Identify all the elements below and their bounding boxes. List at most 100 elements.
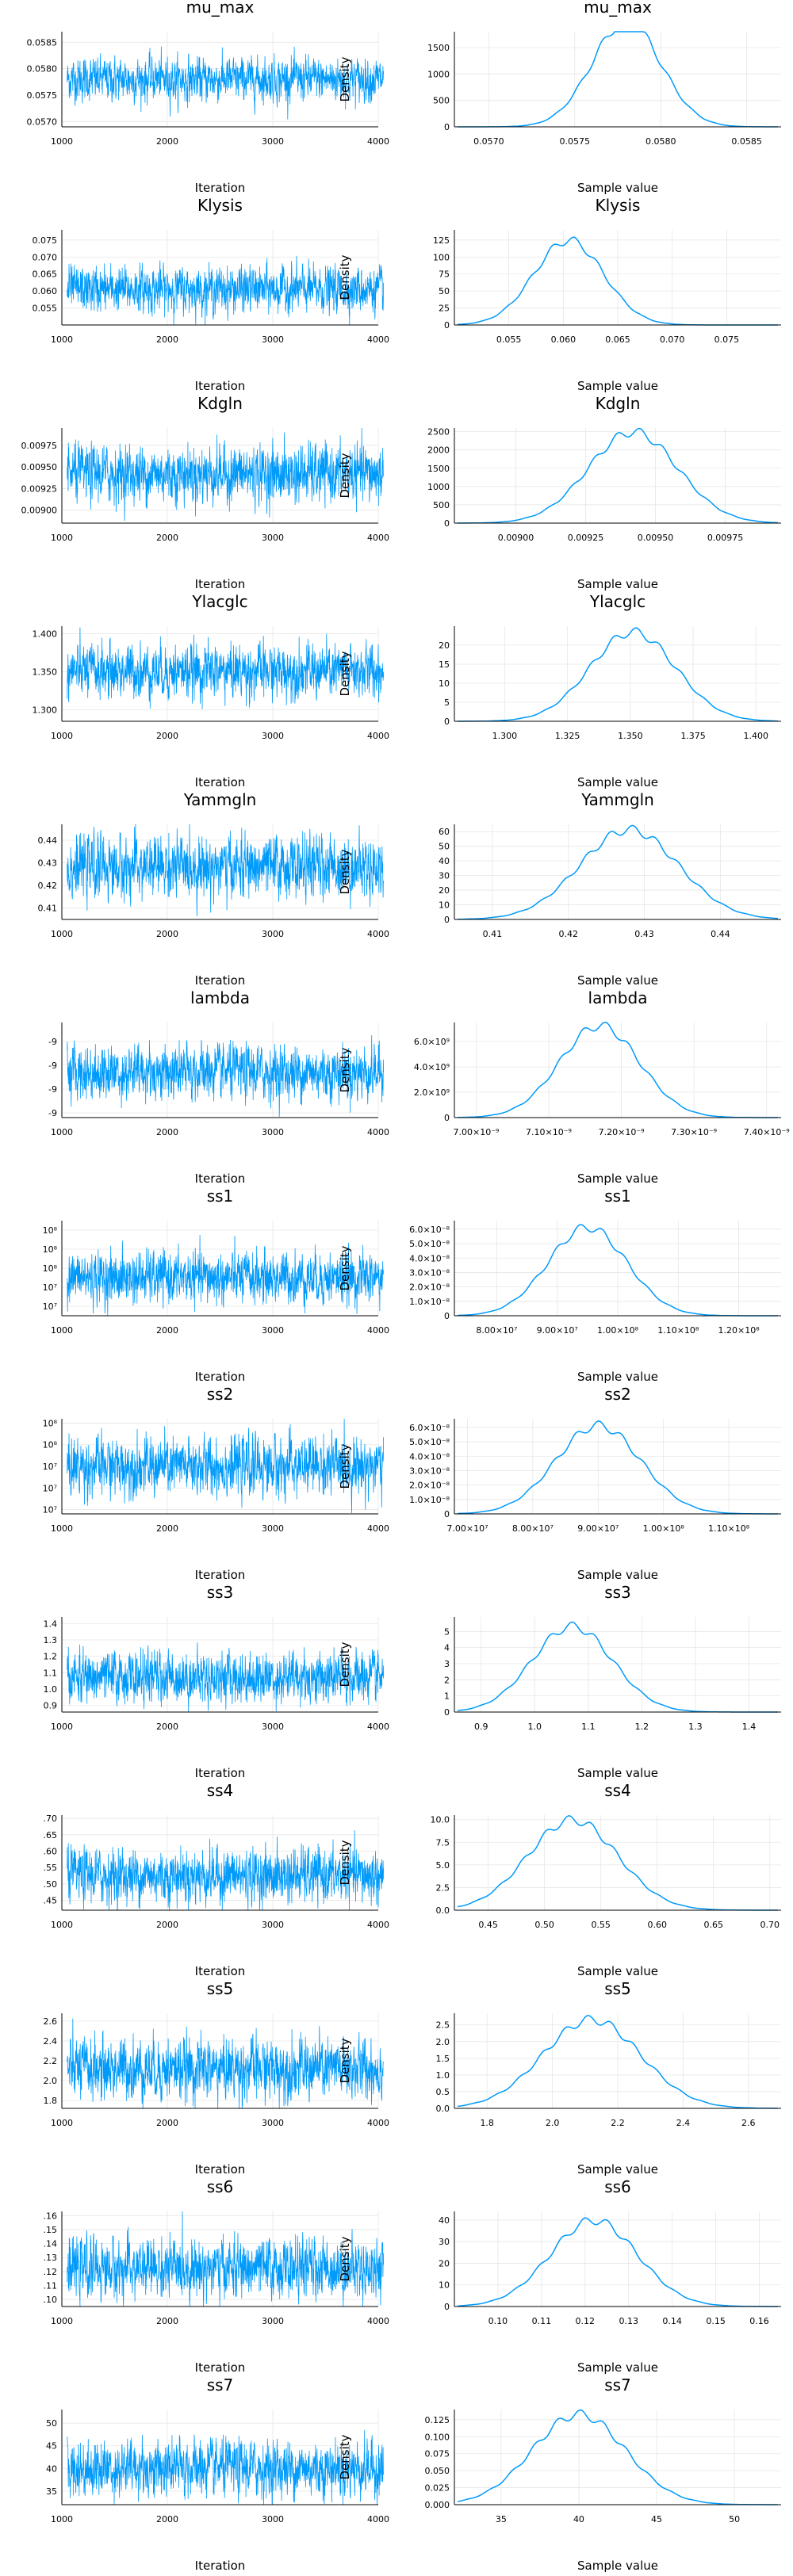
density-x-tick-label: 0.00950 bbox=[638, 533, 674, 543]
trace-x-tick-label: 2000 bbox=[156, 1523, 178, 1534]
trace-y-tick-label: 1.2 bbox=[44, 1652, 58, 1662]
density-y-axis-label: Density bbox=[338, 1642, 352, 1687]
trace-x-tick-label: 4000 bbox=[367, 2514, 389, 2524]
trace-x-tick-label: 1000 bbox=[51, 929, 73, 939]
trace-x-tick-label: 4000 bbox=[367, 136, 389, 147]
density-x-tick-label: 1.325 bbox=[555, 731, 580, 741]
density-x-tick-label: 7.40×10⁻⁹ bbox=[744, 1127, 790, 1137]
trace-y-tick-label: .13 bbox=[44, 2253, 58, 2263]
trace-x-tick-label: 4000 bbox=[367, 2316, 389, 2326]
trace-x-tick-label: 2000 bbox=[156, 1127, 178, 1137]
trace-panel: lambda 1000 2000 3000 4000 -9 -9 -9 -9 Iteration bbox=[48, 988, 389, 1186]
density-x-tick-label: 8.00×10⁷ bbox=[476, 1325, 517, 1336]
density-y-tick-label: 20 bbox=[439, 640, 450, 651]
density-x-tick-label: 1.300 bbox=[492, 731, 518, 741]
density-y-tick-label: 5 bbox=[444, 698, 450, 708]
density-y-tick-label: 0 bbox=[444, 122, 450, 132]
density-x-axis-label: Sample value bbox=[577, 379, 658, 393]
density-x-axis-label: Sample value bbox=[577, 2360, 658, 2375]
trace-x-tick-label: 2000 bbox=[156, 2316, 178, 2326]
trace-y-tick-label: 2.2 bbox=[44, 2056, 58, 2066]
trace-x-tick-label: 3000 bbox=[262, 1722, 284, 1732]
density-x-tick-label: 0.42 bbox=[558, 929, 578, 939]
density-x-tick-label: 1.10×10⁸ bbox=[708, 1523, 750, 1534]
trace-x-tick-label: 3000 bbox=[262, 929, 284, 939]
density-x-tick-label: 1.400 bbox=[744, 731, 769, 741]
trace-y-tick-label: 10⁷ bbox=[43, 1301, 57, 1312]
density-y-tick-label: 1500 bbox=[427, 464, 450, 474]
density-y-tick-label: 0.050 bbox=[425, 2466, 450, 2476]
param-row-mu_max: mu_max 1000 2000 3000 4000 0.0570 0.0575 0.0580… bbox=[27, 0, 781, 195]
density-x-tick-label: 7.30×10⁻⁹ bbox=[671, 1127, 717, 1137]
trace-y-tick-label: 0.42 bbox=[38, 881, 58, 891]
density-y-tick-label: 0.075 bbox=[425, 2449, 450, 2459]
trace-x-axis-label: Iteration bbox=[195, 2360, 246, 2375]
density-x-tick-label: 0.070 bbox=[660, 334, 685, 345]
trace-y-tick-label: 35 bbox=[46, 2486, 57, 2497]
trace-x-axis-label: Iteration bbox=[195, 2559, 246, 2573]
trace-x-tick-label: 2000 bbox=[156, 136, 178, 147]
trace-x-tick-label: 1000 bbox=[51, 731, 73, 741]
trace-x-tick-label: 3000 bbox=[262, 2514, 284, 2524]
density-y-tick-label: 0.0 bbox=[436, 1905, 450, 1916]
density-panel: ss4 0.45 0.50 0.55 0.60 0.65 0.70 0.0 2.5 5.0 7.5 1… bbox=[338, 1781, 781, 1978]
density-x-tick-label: 0.65 bbox=[704, 1920, 724, 1930]
trace-title: ss5 bbox=[207, 1979, 234, 1998]
density-x-axis-label: Sample value bbox=[577, 1568, 658, 1582]
density-x-tick-label: 0.060 bbox=[551, 334, 577, 345]
density-y-tick-label: 10 bbox=[439, 900, 450, 911]
trace-x-axis-label: Iteration bbox=[195, 2162, 246, 2177]
trace-y-tick-label: .15 bbox=[44, 2225, 58, 2235]
trace-title: ss1 bbox=[207, 1187, 234, 1206]
density-x-axis-label: Sample value bbox=[577, 577, 658, 591]
trace-x-tick-label: 4000 bbox=[367, 731, 389, 741]
density-y-tick-label: 0.5 bbox=[436, 2087, 450, 2097]
trace-x-tick-label: 2000 bbox=[156, 929, 178, 939]
trace-x-axis-label: Iteration bbox=[195, 1568, 246, 1582]
density-curve bbox=[458, 824, 778, 920]
density-y-tick-label: 0 bbox=[444, 1509, 450, 1519]
trace-title: ss3 bbox=[207, 1583, 234, 1602]
trace-x-tick-label: 4000 bbox=[367, 1127, 389, 1137]
density-title: ss2 bbox=[604, 1385, 631, 1404]
density-y-tick-label: 10 bbox=[439, 678, 450, 689]
density-y-tick-label: 10.0 bbox=[431, 1815, 450, 1825]
density-panel: ss1 8.00×10⁷ 9.00×10⁷ 1.00×10⁸ 1.10×10⁸ 1.20×… bbox=[338, 1187, 781, 1384]
density-y-tick-label: 0 bbox=[444, 1311, 450, 1321]
density-y-axis-label: Density bbox=[338, 651, 352, 696]
density-y-tick-label: 0 bbox=[444, 320, 450, 331]
density-x-tick-label: 0.60 bbox=[647, 1920, 667, 1930]
trace-y-tick-label: 1.350 bbox=[33, 667, 58, 678]
trace-series-line bbox=[67, 255, 384, 326]
density-curve bbox=[458, 427, 778, 524]
trace-y-tick-label: .16 bbox=[44, 2211, 58, 2221]
trace-y-tick-label: 0.055 bbox=[33, 304, 58, 314]
trace-y-tick-label: 40 bbox=[46, 2463, 57, 2474]
trace-x-tick-label: 4000 bbox=[367, 334, 389, 345]
density-x-tick-label: 0.45 bbox=[478, 1920, 498, 1930]
density-x-axis-label: Sample value bbox=[577, 1766, 658, 1780]
density-y-tick-label: 15 bbox=[439, 659, 450, 670]
density-x-tick-label: 0.55 bbox=[591, 1920, 611, 1930]
density-y-tick-label: 1.5 bbox=[436, 2054, 450, 2064]
density-x-axis-label: Sample value bbox=[577, 2162, 658, 2177]
trace-x-tick-label: 3000 bbox=[262, 2316, 284, 2326]
density-x-tick-label: 0.0585 bbox=[731, 136, 762, 147]
density-curve bbox=[458, 2217, 778, 2307]
trace-y-tick-label: -9 bbox=[48, 1037, 57, 1047]
trace-y-tick-label: 1.300 bbox=[33, 705, 58, 716]
density-y-tick-label: 3 bbox=[444, 1659, 450, 1669]
density-title: lambda bbox=[588, 988, 648, 1007]
density-x-axis-label: Sample value bbox=[577, 1171, 658, 1186]
density-curve bbox=[457, 2409, 778, 2505]
trace-y-tick-label: 0.00900 bbox=[21, 506, 58, 516]
trace-series-line bbox=[67, 824, 384, 917]
density-y-tick-label: 2.0 bbox=[436, 2037, 450, 2047]
density-x-tick-label: 2.0 bbox=[546, 2118, 560, 2128]
trace-x-tick-label: 2000 bbox=[156, 533, 178, 543]
density-y-tick-label: 4.0×10⁻⁸ bbox=[409, 1253, 450, 1263]
density-curve bbox=[458, 31, 778, 128]
trace-x-tick-label: 1000 bbox=[51, 2316, 73, 2326]
